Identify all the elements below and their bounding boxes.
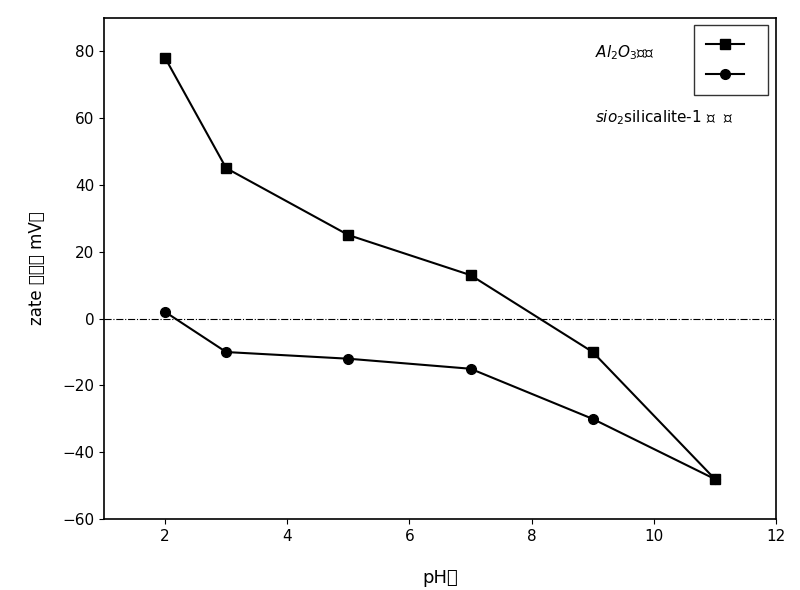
Text: $sio_2$silicalite-1 晶  种: $sio_2$silicalite-1 晶 种	[594, 109, 733, 127]
Legend: , : ,	[694, 25, 768, 95]
Text: $Al_2O_3$载体: $Al_2O_3$载体	[594, 44, 654, 62]
Text: pH值: pH值	[422, 569, 458, 588]
Text: zate 电位（ mV）: zate 电位（ mV）	[28, 212, 46, 325]
